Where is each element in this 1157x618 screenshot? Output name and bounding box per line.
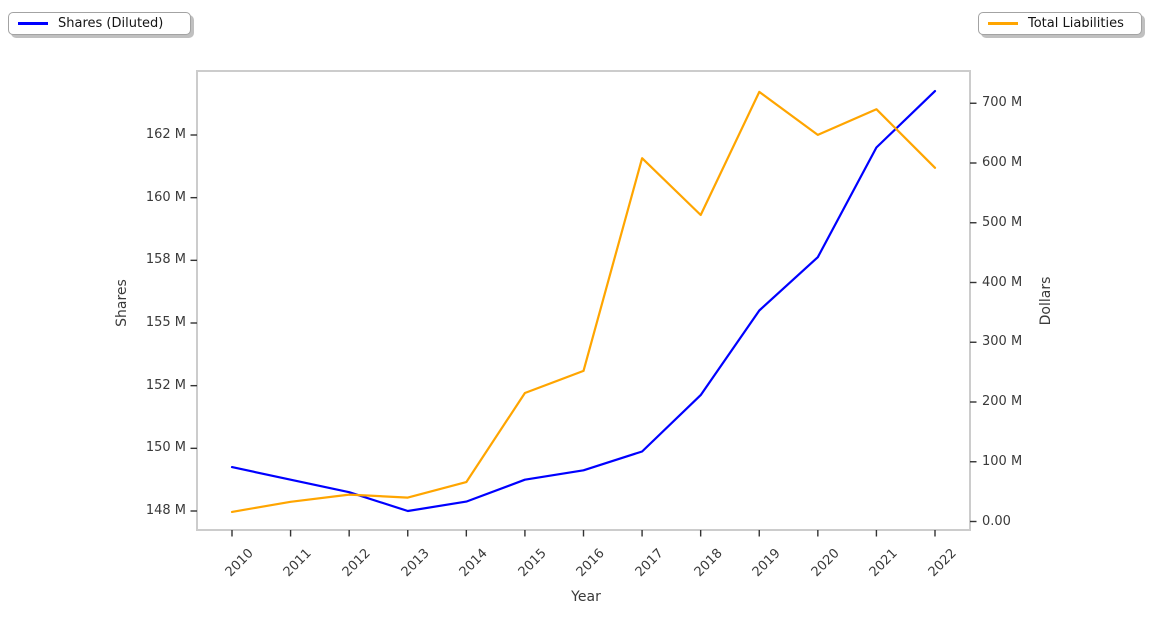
left-axis-title: Shares xyxy=(114,279,130,327)
y-tick-label-left: 155 M xyxy=(145,315,186,330)
y-tick-label-right: 100 M xyxy=(982,453,1023,469)
y-tick-label-right: 300 M xyxy=(982,334,1023,350)
y-tick-label-left: 160 M xyxy=(145,189,186,205)
legend-shares-diluted: Shares (Diluted) xyxy=(8,12,191,35)
liabilities-series-line xyxy=(230,90,937,513)
shares-line-swatch xyxy=(18,22,48,25)
y-tick-label-left: 150 M xyxy=(145,440,186,456)
legend-total-liabilities: Total Liabilities xyxy=(978,12,1142,35)
legend-shares-label: Shares (Diluted) xyxy=(58,16,164,31)
liabilities-line-swatch xyxy=(988,22,1018,25)
y-tick-label-right: 600 M xyxy=(982,155,1023,170)
y-tick-label-right: 0.00 xyxy=(982,513,1011,529)
y-tick-label-left: 148 M xyxy=(145,503,186,518)
plot-frame xyxy=(196,70,971,531)
legend-liabilities-label: Total Liabilities xyxy=(1028,16,1124,31)
x-axis-title: Year xyxy=(571,589,601,605)
y-tick-label-left: 158 M xyxy=(145,252,186,268)
y-tick-label-right: 400 M xyxy=(982,274,1023,290)
y-tick-label-right: 700 M xyxy=(982,95,1023,111)
right-axis-title: Dollars xyxy=(1038,276,1054,326)
y-tick-label-right: 500 M xyxy=(982,214,1023,230)
y-tick-label-left: 162 M xyxy=(145,127,186,142)
shares-series-line xyxy=(230,89,937,513)
y-tick-label-left: 152 M xyxy=(145,377,186,393)
y-tick-label-right: 200 M xyxy=(982,394,1023,409)
